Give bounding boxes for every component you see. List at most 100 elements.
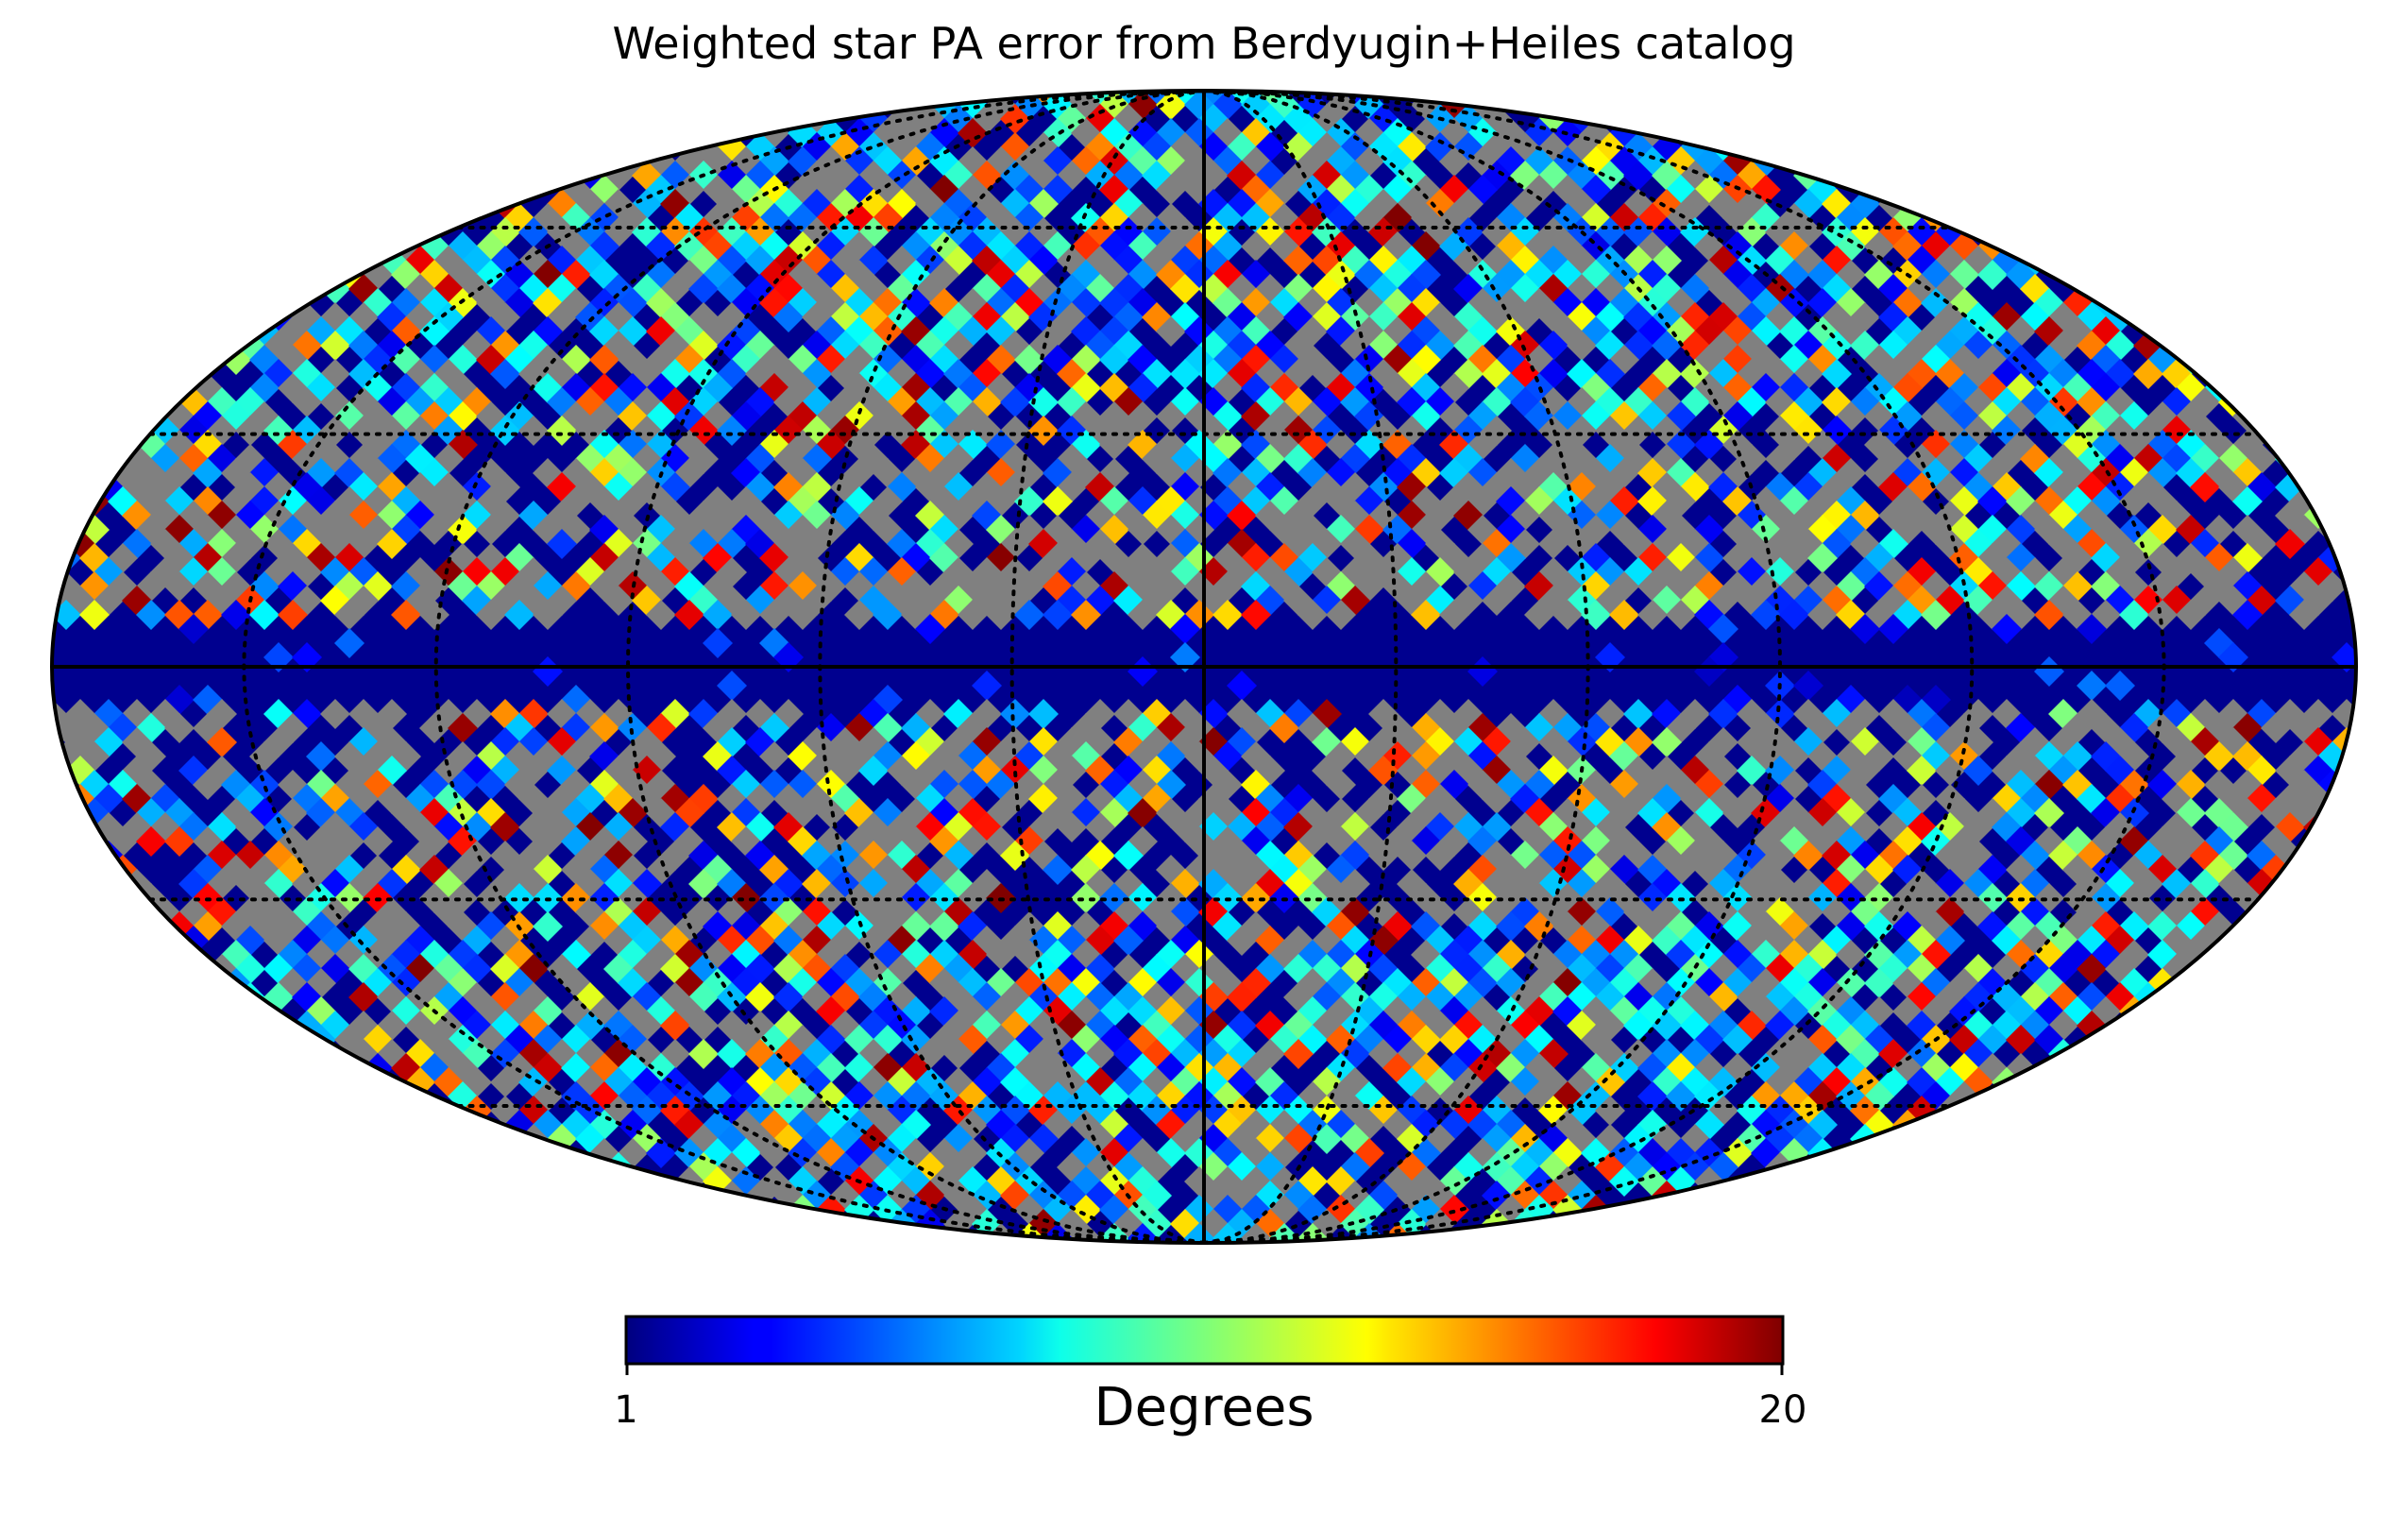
sky-pixel [986, 600, 1016, 630]
sky-pixel [1567, 331, 1597, 361]
sky-pixel [2232, 600, 2263, 630]
sky-pixel [1439, 600, 1469, 630]
sky-pixel [1708, 614, 1738, 644]
sky-pixel [1128, 515, 1158, 545]
sky-pixel [2133, 359, 2163, 389]
sky-pixel [490, 359, 520, 389]
sky-pixel [1170, 274, 1200, 304]
sky-pixel [235, 416, 265, 446]
sky-pixel [193, 458, 223, 488]
sky-pixel [788, 600, 818, 630]
sky-pixel [1368, 756, 1399, 786]
sky-pixel [533, 600, 563, 630]
sky-pixel [1269, 713, 1299, 743]
sky-pixel [1467, 656, 1498, 687]
sky-pixel [2077, 614, 2107, 644]
sky-pixel [1552, 600, 1583, 630]
sky-pixel [2275, 529, 2305, 559]
sky-pixel [773, 302, 804, 332]
colorbar-gradient [624, 1315, 1785, 1366]
sky-pixel [1128, 600, 1158, 630]
sky-pixel [306, 741, 336, 772]
sky-pixel [334, 600, 365, 630]
sky-pixel [1623, 161, 1653, 191]
sky-pixel [703, 628, 733, 658]
sky-pixel [419, 316, 449, 347]
sky-pixel [1227, 501, 1257, 531]
sky-pixel [1822, 359, 1852, 389]
sky-pixel [1623, 699, 1653, 729]
sky-pixel [1751, 600, 1781, 630]
sky-pixel [1921, 600, 1951, 630]
sky-pixel [2034, 656, 2064, 687]
sky-pixel [731, 600, 761, 630]
sky-pixel [79, 600, 110, 630]
sky-pixel [1156, 401, 1186, 432]
sky-pixel [2232, 486, 2263, 517]
sky-pixel [1411, 600, 1441, 630]
sky-pixel [2204, 741, 2234, 772]
sky-pixel [1666, 600, 1696, 630]
sky-pixel [1963, 756, 1993, 786]
sky-pixel [249, 600, 280, 630]
sky-pixel [1538, 529, 1569, 559]
sky-pixel [1439, 146, 1469, 177]
sky-pixel [688, 274, 719, 304]
sky-pixel [334, 628, 365, 658]
sky-pixel [278, 600, 308, 630]
sky-pixel [320, 699, 350, 729]
sky-pixel [1128, 656, 1158, 687]
sky-pixel [2147, 600, 2178, 630]
sky-pixel [476, 770, 506, 800]
sky-pixel [1326, 600, 1356, 630]
sky-pixel [377, 529, 407, 559]
sky-pixel [1482, 586, 1512, 616]
sky-pixel [136, 600, 166, 630]
sky-pixel [1241, 600, 1271, 630]
sky-pixel [419, 713, 449, 743]
sky-pixel [1807, 543, 1838, 573]
sky-pixel [858, 756, 889, 786]
sky-pixel [1227, 671, 1257, 701]
sky-pixel [1028, 699, 1059, 729]
sky-pixel [1000, 699, 1030, 729]
sky-pixel [1170, 359, 1200, 389]
sky-pixel [1212, 600, 1243, 630]
sky-pixel [1524, 600, 1554, 630]
sky-pixel [1028, 416, 1059, 446]
colorbar-max-label: 20 [1758, 1388, 1807, 1432]
sky-pixel [2261, 713, 2291, 743]
sky-pixel [504, 600, 534, 630]
sky-pixel [1977, 260, 2008, 290]
sky-pixel [2105, 671, 2135, 701]
colorbar-min-label: 1 [614, 1388, 638, 1432]
sky-pixel [703, 600, 733, 630]
sky-pixel [1028, 387, 1059, 417]
sky-pixel [1297, 600, 1328, 630]
sky-pixel [1000, 387, 1030, 417]
sky-pixel [2077, 671, 2107, 701]
sky-pixel [547, 416, 577, 446]
sky-pixel [164, 571, 195, 602]
sky-pixel [178, 614, 209, 644]
sky-pixel [1694, 656, 1724, 687]
sky-pixel [2190, 472, 2220, 502]
sky-pixel [2176, 600, 2206, 630]
sky-pixel [717, 416, 747, 446]
sky-pixel [292, 387, 322, 417]
sky-pixel [1694, 430, 1724, 460]
sky-pixel [164, 713, 195, 743]
sky-pixel [518, 416, 549, 446]
sky-pixel [1907, 756, 1937, 786]
sky-pixel [1850, 614, 1880, 644]
sky-pixel [1241, 231, 1271, 262]
sky-pixel [1637, 600, 1668, 630]
sky-pixel [1878, 614, 1908, 644]
sky-pixel [1099, 430, 1129, 460]
sky-pixel [476, 515, 506, 545]
sky-pixel [1793, 671, 1823, 701]
sky-pixel [589, 345, 619, 375]
sky-pixel [419, 515, 449, 545]
